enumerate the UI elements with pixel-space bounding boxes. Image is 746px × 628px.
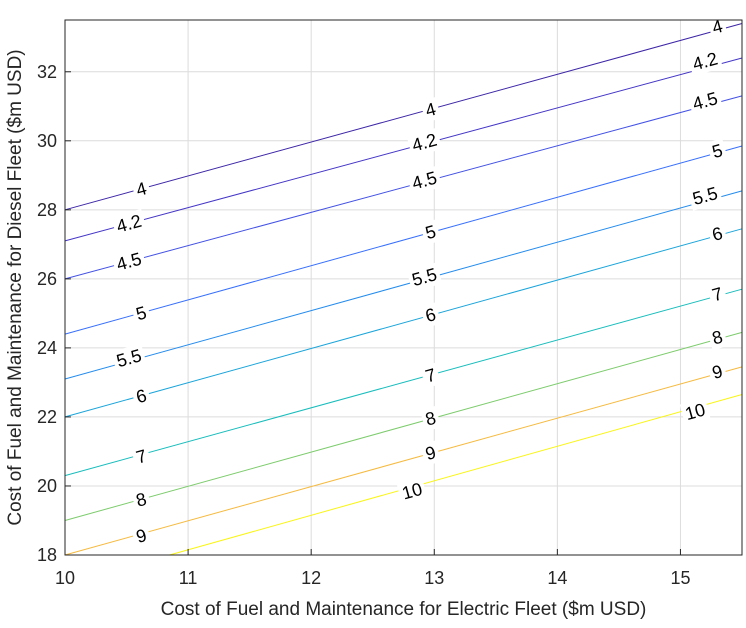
contour-line-8 [64,331,743,521]
contour-line-4-5 [64,95,743,280]
y-axis-label: Cost of Fuel and Maintenance for Diesel … [5,49,26,525]
x-tick-label: 15 [670,568,690,588]
contour-label-background [130,523,152,549]
contour-label-background [706,324,729,351]
contour-line-4 [64,23,743,211]
contour-line-10 [169,394,743,556]
contour-lines [64,23,743,556]
contour-label-background [396,477,428,506]
contour-line-5-5 [64,190,743,380]
contour-label-background [706,281,729,308]
x-tick-label: 12 [301,568,321,588]
y-tick-label: 30 [37,131,57,151]
contour-label-background [130,300,152,327]
y-tick-label: 32 [37,62,57,82]
x-axis-label: Cost of Fuel and Maintenance for Electri… [161,599,647,620]
contour-label-background [130,383,152,409]
grid-lines [64,20,742,556]
contour-label-background [687,86,723,116]
contour-line-5 [64,145,743,335]
contour-label-background [687,181,723,211]
contour-label-background [419,97,442,123]
x-tick-label: 13 [424,568,444,588]
contour-label-background [419,302,442,328]
contour-label-background [706,221,729,247]
contour-label-background [130,443,152,470]
contour-label-background [406,262,443,292]
contour-label-background [130,487,152,513]
contour-label-background [687,46,723,77]
contour-label-background [419,440,442,466]
contour-label-background [706,14,729,40]
contour-label-background [130,176,152,202]
contour-label-background [419,405,442,432]
plot-area-background [65,20,742,555]
contour-label-background [406,127,443,158]
contour-label-background [111,246,147,277]
contour-label-background [706,359,729,385]
y-axis-ticks: 18 20 22 24 26 28 30 32 [37,62,71,565]
contour-line-7 [64,288,743,477]
contour-label-background [406,165,443,196]
contour-label-background [111,208,147,239]
y-tick-label: 28 [37,200,57,220]
x-tick-label: 11 [179,568,198,588]
y-tick-label: 26 [37,269,57,289]
contour-label-background [706,138,729,164]
contour-label-background [419,362,442,389]
x-axis-ticks: 10 11 12 13 14 15 [55,549,690,588]
contour-label-background [679,397,711,426]
contour-label-background [419,219,442,246]
y-tick-label: 22 [37,407,57,427]
x-tick-label: 14 [547,568,567,588]
contour-label-background [111,343,147,373]
y-tick-label: 24 [37,338,57,358]
y-tick-label: 20 [37,476,57,496]
plot-area-frame [64,19,743,556]
contour-line-4-2 [64,57,743,242]
contour-line-9 [64,366,743,556]
x-tick-label: 10 [55,568,75,588]
contour-line-6 [64,228,743,418]
y-tick-label: 18 [37,545,57,565]
contour-labels: 44.24.555.5678944.24.555.567891044.24.55… [111,14,729,549]
